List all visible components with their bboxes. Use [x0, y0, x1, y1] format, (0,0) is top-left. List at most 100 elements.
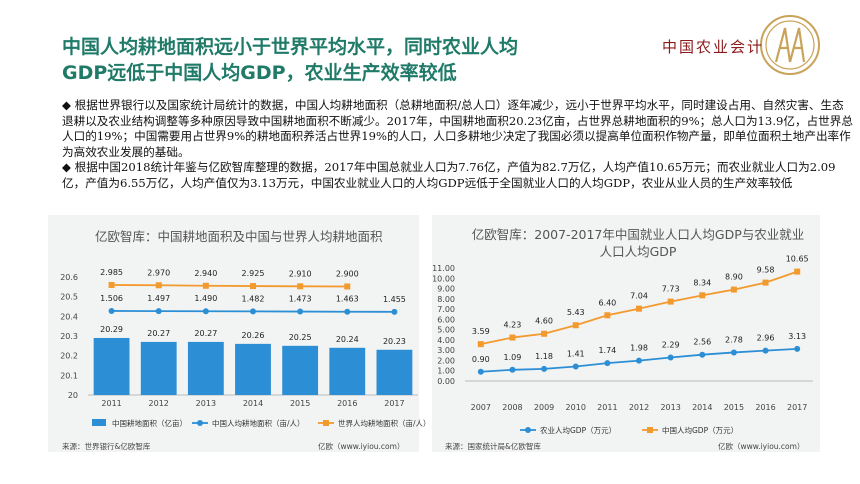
- x-tick-label: 2015: [290, 399, 310, 408]
- point: [155, 282, 162, 289]
- legend-marker: [525, 427, 531, 433]
- point: [794, 268, 801, 275]
- line: [111, 284, 348, 288]
- chart-title: 亿欧智库：中国耕地面积及中国与世界人均耕地面积: [95, 229, 383, 244]
- point: [730, 286, 737, 293]
- y-tick-label: 20.2: [60, 352, 78, 361]
- data-label: 3.13: [788, 332, 806, 341]
- legend-label: 中国耕地面积（亿亩）: [112, 418, 187, 428]
- x-tick-label: 2016: [337, 399, 357, 408]
- x-tick-label: 2011: [597, 403, 617, 412]
- data-label: 20.29: [100, 325, 123, 334]
- point: [604, 312, 611, 319]
- y-tick-label: 4.00: [437, 336, 455, 345]
- data-label: 2.910: [289, 269, 312, 278]
- point: [509, 366, 516, 373]
- bar: [376, 349, 413, 395]
- panel: [48, 215, 419, 452]
- y-tick-label: 2.00: [437, 356, 455, 365]
- bar: [140, 341, 177, 395]
- point: [344, 308, 351, 315]
- data-label: 20.26: [242, 331, 265, 340]
- data-label: 1.482: [242, 294, 265, 303]
- bullet-list: ◆ 根据世界银行以及国家统计局统计的数据，中国人均耕地面积（总耕地面积/总人口）…: [62, 98, 854, 192]
- data-label: 20.27: [147, 329, 170, 338]
- data-label: 20.24: [336, 335, 359, 344]
- chart-title: 亿欧智库：2007-2017年中国就业人口人均GDP与农业就业人口人均GDP: [471, 227, 805, 259]
- x-tick-label: 2009: [534, 403, 554, 412]
- bullet: ◆ 根据中国2018统计年鉴与亿欧智库整理的数据，2017年中国总就业人口为7.…: [62, 160, 836, 190]
- y-tick-label: 10.00: [432, 274, 455, 283]
- x-tick-label: 2010: [566, 403, 586, 412]
- data-label: 1.473: [289, 295, 312, 304]
- data-label: 1.497: [147, 294, 170, 303]
- y-tick-label: 0.00: [437, 377, 455, 386]
- data-label: 4.23: [504, 321, 522, 330]
- point: [108, 281, 115, 288]
- data-label: 8.90: [725, 273, 743, 282]
- y-tick-label: 3.00: [437, 346, 455, 355]
- data-label: 4.60: [535, 317, 553, 326]
- point: [297, 283, 304, 290]
- y-tick-label: 20.6: [60, 273, 78, 282]
- point: [636, 305, 642, 312]
- data-label: 7.04: [630, 292, 648, 301]
- point: [155, 308, 162, 315]
- point: [730, 349, 737, 356]
- credit: 亿欧（www.iyiou.com）: [318, 442, 405, 451]
- y-tick-label: 8.00: [437, 295, 455, 304]
- point: [250, 283, 256, 290]
- slide-title: 中国人均耕地面积远小于世界平均水平，同时农业人均GDP远低于中国人均GDP，农业…: [62, 36, 519, 84]
- data-label: 2.940: [194, 269, 217, 278]
- point: [699, 351, 706, 358]
- y-tick-label: 20.4: [60, 312, 78, 321]
- credit: 亿欧（www.iyiou.com）: [718, 442, 805, 451]
- data-label: 20.23: [383, 337, 406, 346]
- data-label: 1.506: [100, 294, 123, 303]
- data-label: 6.40: [598, 298, 616, 307]
- data-label: 1.463: [336, 295, 359, 304]
- data-label: 7.73: [662, 285, 680, 294]
- panel: [432, 215, 820, 452]
- bar: [93, 337, 130, 395]
- data-label: 2.900: [336, 269, 359, 278]
- point: [794, 345, 801, 352]
- data-label: 20.25: [289, 333, 312, 342]
- point: [541, 330, 548, 337]
- point: [762, 279, 769, 286]
- y-tick-label: 20.1: [60, 371, 78, 380]
- data-label: 1.490: [194, 294, 217, 303]
- legend-label: 中国人均耕地面积（亩/人）: [212, 418, 305, 428]
- data-label: 2.96: [757, 334, 775, 343]
- point: [667, 298, 674, 305]
- legend-label: 农业人均GDP（万元）: [540, 425, 616, 435]
- point: [202, 282, 209, 289]
- point: [541, 365, 548, 372]
- x-tick-label: 2013: [660, 403, 680, 412]
- point: [572, 322, 579, 329]
- legend-marker: [197, 420, 203, 426]
- y-tick-label: 20.5: [60, 293, 78, 302]
- point: [250, 308, 256, 315]
- logo-emblem: [760, 15, 820, 75]
- source: 来源：世界银行&亿欧智库: [62, 442, 151, 451]
- data-label: 9.58: [757, 266, 775, 275]
- x-tick-label: 2015: [724, 403, 744, 412]
- bar: [187, 341, 224, 395]
- data-label: 1.98: [630, 344, 648, 353]
- y-tick-label: 6.00: [437, 315, 455, 324]
- x-tick-label: 2017: [787, 403, 807, 412]
- data-label: 1.09: [504, 353, 522, 362]
- y-tick-label: 20: [68, 391, 78, 400]
- x-tick-label: 2007: [471, 403, 491, 412]
- data-label: 1.455: [383, 295, 406, 304]
- point: [699, 292, 706, 299]
- point: [391, 308, 398, 315]
- bar: [235, 343, 271, 395]
- point: [636, 357, 642, 364]
- data-label: 2.925: [242, 269, 265, 278]
- source: 来源：国家统计局&亿欧智库: [445, 442, 541, 451]
- point: [572, 363, 579, 370]
